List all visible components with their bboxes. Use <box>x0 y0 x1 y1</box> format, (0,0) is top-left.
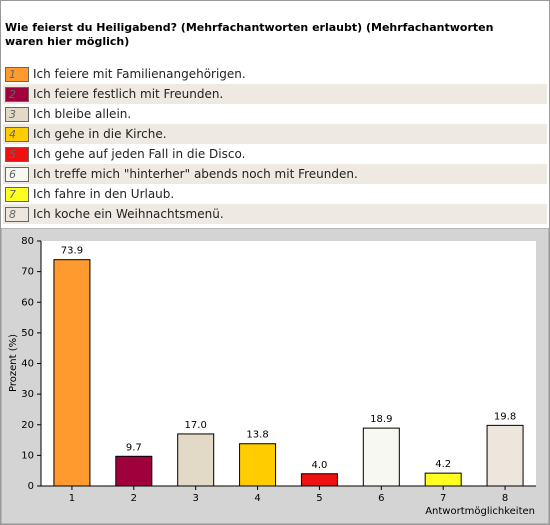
value-label: 17.0 <box>185 420 207 431</box>
y-axis-label: Prozent (%) <box>8 334 19 392</box>
legend-swatch: 5 <box>5 146 29 162</box>
legend-label: Ich bleibe allein. <box>33 107 132 121</box>
legend-label: Ich gehe in die Kirche. <box>33 127 167 141</box>
legend-row: 2 Ich feiere festlich mit Freunden. <box>3 84 547 104</box>
bar <box>177 433 215 487</box>
bar <box>239 443 277 487</box>
legend-row: 7 Ich fahre in den Urlaub. <box>3 184 547 204</box>
legend-swatch: 1 <box>5 66 29 82</box>
legend-swatch: 4 <box>5 126 29 142</box>
legend-row: 6 Ich treffe mich "hinterher" abends noch… <box>3 164 547 184</box>
bar <box>424 472 462 487</box>
bar <box>115 455 153 487</box>
y-tick-label: 50 <box>21 328 34 339</box>
value-label: 13.8 <box>246 430 268 441</box>
legend-swatch: 2 <box>5 86 29 102</box>
value-label: 4.2 <box>435 459 451 470</box>
x-tick-label: 5 <box>316 493 322 504</box>
legend-swatch: 7 <box>5 186 29 202</box>
legend-label: Ich feiere festlich mit Freunden. <box>33 87 224 101</box>
legend-label: Ich feiere mit Familienangehörigen. <box>33 67 246 81</box>
legend-row: 8 Ich koche ein Weihnachtsmenü. <box>3 204 547 224</box>
y-tick-label: 80 <box>21 236 34 247</box>
legend-row: 3 Ich bleibe allein. <box>3 104 547 124</box>
y-tick-label: 40 <box>21 359 34 370</box>
y-tick-label: 30 <box>21 389 34 400</box>
value-label: 18.9 <box>370 414 392 425</box>
legend-swatch: 6 <box>5 166 29 182</box>
bar <box>53 259 91 487</box>
legend-swatch: 3 <box>5 106 29 122</box>
x-axis-label: Antwortmöglichkeiten <box>425 506 535 517</box>
legend-label: Ich treffe mich "hinterher" abends noch … <box>33 167 358 181</box>
x-tick-label: 6 <box>378 493 384 504</box>
bar <box>300 473 338 487</box>
y-tick-label: 0 <box>28 481 34 492</box>
chart: Prozent (%) Antwortmöglichkeiten 0 10 20 30… <box>1 228 549 524</box>
x-tick-label: 4 <box>254 493 260 504</box>
value-label: 73.9 <box>61 246 83 257</box>
y-tick-label: 60 <box>21 297 34 308</box>
chart-title: Wie feierst du Heiligabend? (Mehrfachant… <box>5 21 494 48</box>
legend-label: Ich gehe auf jeden Fall in die Disco. <box>33 147 246 161</box>
legend: 1 Ich feiere mit Familienangehörigen. 2 Ich… <box>3 64 547 224</box>
x-tick-label: 1 <box>69 493 75 504</box>
x-tick-label: 2 <box>131 493 137 504</box>
plot-area <box>41 241 536 486</box>
value-label: 19.8 <box>494 411 516 422</box>
x-tick-label: 3 <box>193 493 199 504</box>
bar <box>362 427 400 487</box>
legend-row: 5 Ich gehe auf jeden Fall in die Disco. <box>3 144 547 164</box>
legend-swatch: 8 <box>5 206 29 222</box>
bar <box>486 424 524 487</box>
legend-row: 1 Ich feiere mit Familienangehörigen. <box>3 64 547 84</box>
value-label: 4.0 <box>311 460 327 471</box>
legend-row: 4 Ich gehe in die Kirche. <box>3 124 547 144</box>
y-tick-label: 20 <box>21 420 34 431</box>
x-tick-label: 8 <box>502 493 508 504</box>
legend-label: Ich koche ein Weihnachtsmenü. <box>33 207 224 221</box>
value-label: 9.7 <box>126 442 142 453</box>
y-tick-label: 70 <box>21 267 34 278</box>
x-tick-label: 7 <box>440 493 446 504</box>
y-tick-label: 10 <box>21 450 34 461</box>
legend-label: Ich fahre in den Urlaub. <box>33 187 175 201</box>
